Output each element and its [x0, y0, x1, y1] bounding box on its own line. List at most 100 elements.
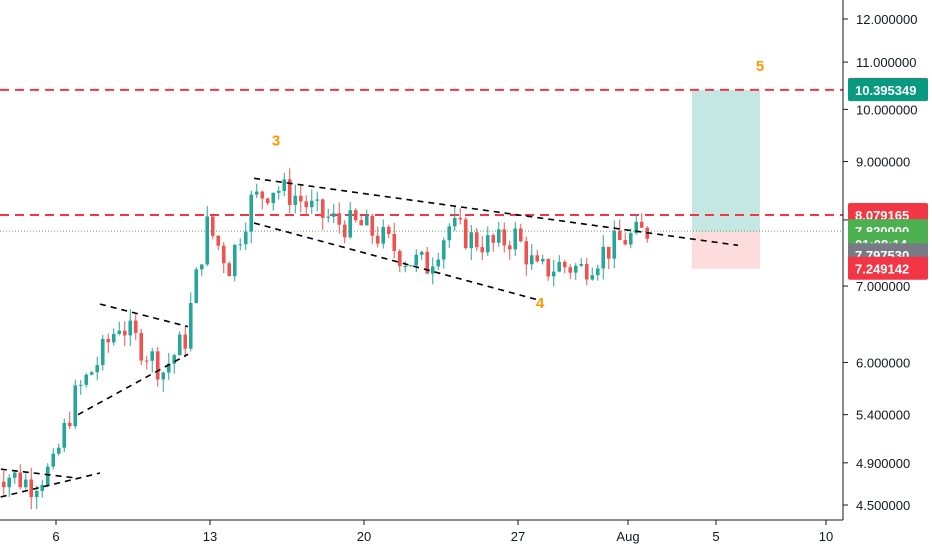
candle [1, 470, 6, 495]
candle [166, 353, 171, 380]
candle [128, 309, 133, 347]
candle [271, 192, 276, 211]
candle-body [29, 479, 34, 498]
candle-body [568, 267, 573, 273]
candle [639, 213, 644, 228]
candle [397, 249, 402, 273]
trendline-1 [0, 472, 101, 498]
candle-body [194, 269, 199, 304]
candle-body [293, 195, 298, 205]
candle-body [155, 351, 160, 380]
candle-body [271, 192, 276, 204]
trendline-0 [0, 468, 79, 480]
candle-body [419, 251, 424, 255]
candle [139, 328, 144, 366]
candle-body [62, 422, 67, 448]
price-badge: 10.395349 [848, 78, 928, 102]
candle-body [144, 360, 149, 362]
candle-body [199, 264, 204, 270]
candle [496, 221, 501, 247]
candle-body [51, 453, 56, 467]
candle-body [557, 261, 562, 272]
candle-body [18, 472, 23, 488]
candle [502, 222, 507, 253]
candle-body [502, 229, 507, 246]
candle-body [551, 271, 556, 277]
candle [210, 215, 215, 240]
y-tick-label: 4.900000 [856, 456, 910, 471]
trendline-4 [253, 177, 739, 247]
candle-body [524, 241, 529, 265]
candle [326, 208, 331, 223]
candle-body [562, 261, 567, 268]
candle-body [73, 385, 78, 427]
candle-body [78, 384, 83, 386]
candle-body [100, 338, 105, 366]
y-tick-label: 11.000000 [856, 55, 917, 70]
candle [507, 240, 512, 260]
candle-body [639, 221, 644, 228]
candle-body [183, 334, 188, 349]
price-badge-bg [848, 256, 928, 280]
candle-body [392, 233, 397, 252]
candle [51, 448, 56, 470]
candle [254, 183, 259, 198]
candle [188, 292, 193, 352]
candle [293, 184, 298, 214]
candle [40, 479, 45, 498]
candle [194, 267, 199, 304]
candle-body [221, 245, 226, 264]
candle-body [364, 215, 369, 226]
candle [452, 206, 457, 232]
candle-body [117, 330, 122, 334]
candle-body [430, 266, 435, 274]
candle [177, 331, 182, 356]
candle-body [67, 422, 72, 427]
candle [78, 379, 83, 395]
candle-body [375, 235, 380, 244]
candle-body [216, 235, 221, 246]
candle-body [122, 330, 127, 336]
candle-body [634, 221, 639, 234]
y-tick-label: 7.000000 [856, 279, 910, 294]
candle [276, 186, 281, 200]
candle [150, 348, 155, 373]
candle-body [546, 258, 551, 277]
price-badge: 7.249142 [848, 256, 928, 280]
candle-body [40, 484, 45, 491]
candle [463, 216, 468, 250]
candle-body [595, 268, 600, 276]
candle-body [106, 338, 111, 343]
candle-body [166, 363, 171, 373]
candle [419, 250, 424, 260]
y-tick-label: 6.000000 [856, 355, 910, 370]
annotations: 3 4 5 [272, 58, 764, 312]
candle [617, 219, 622, 241]
candle [441, 237, 446, 269]
x-tick-label: Aug [616, 529, 639, 544]
candle [106, 333, 111, 353]
candle [430, 257, 435, 285]
candle [568, 264, 573, 280]
candle [216, 235, 221, 251]
x-tick-label: 13 [203, 529, 217, 544]
candle-body [452, 217, 457, 227]
candle-body [12, 472, 17, 478]
candle [122, 321, 127, 347]
candle-body [139, 332, 144, 361]
candle-body [458, 217, 463, 220]
candle [18, 464, 23, 490]
candle-body [518, 228, 523, 242]
candle-body [540, 258, 545, 262]
candle-body [469, 232, 474, 249]
price-badge-label: 7.249142 [855, 262, 909, 277]
candle-body [304, 201, 309, 208]
candle [392, 223, 397, 259]
wave-label-5: 5 [756, 58, 764, 75]
candle [320, 198, 325, 231]
candle [298, 183, 303, 213]
candle [29, 468, 34, 510]
time-axis[interactable]: 6 13 20 27 Aug 5 10 [0, 519, 843, 544]
candle-body [507, 245, 512, 250]
